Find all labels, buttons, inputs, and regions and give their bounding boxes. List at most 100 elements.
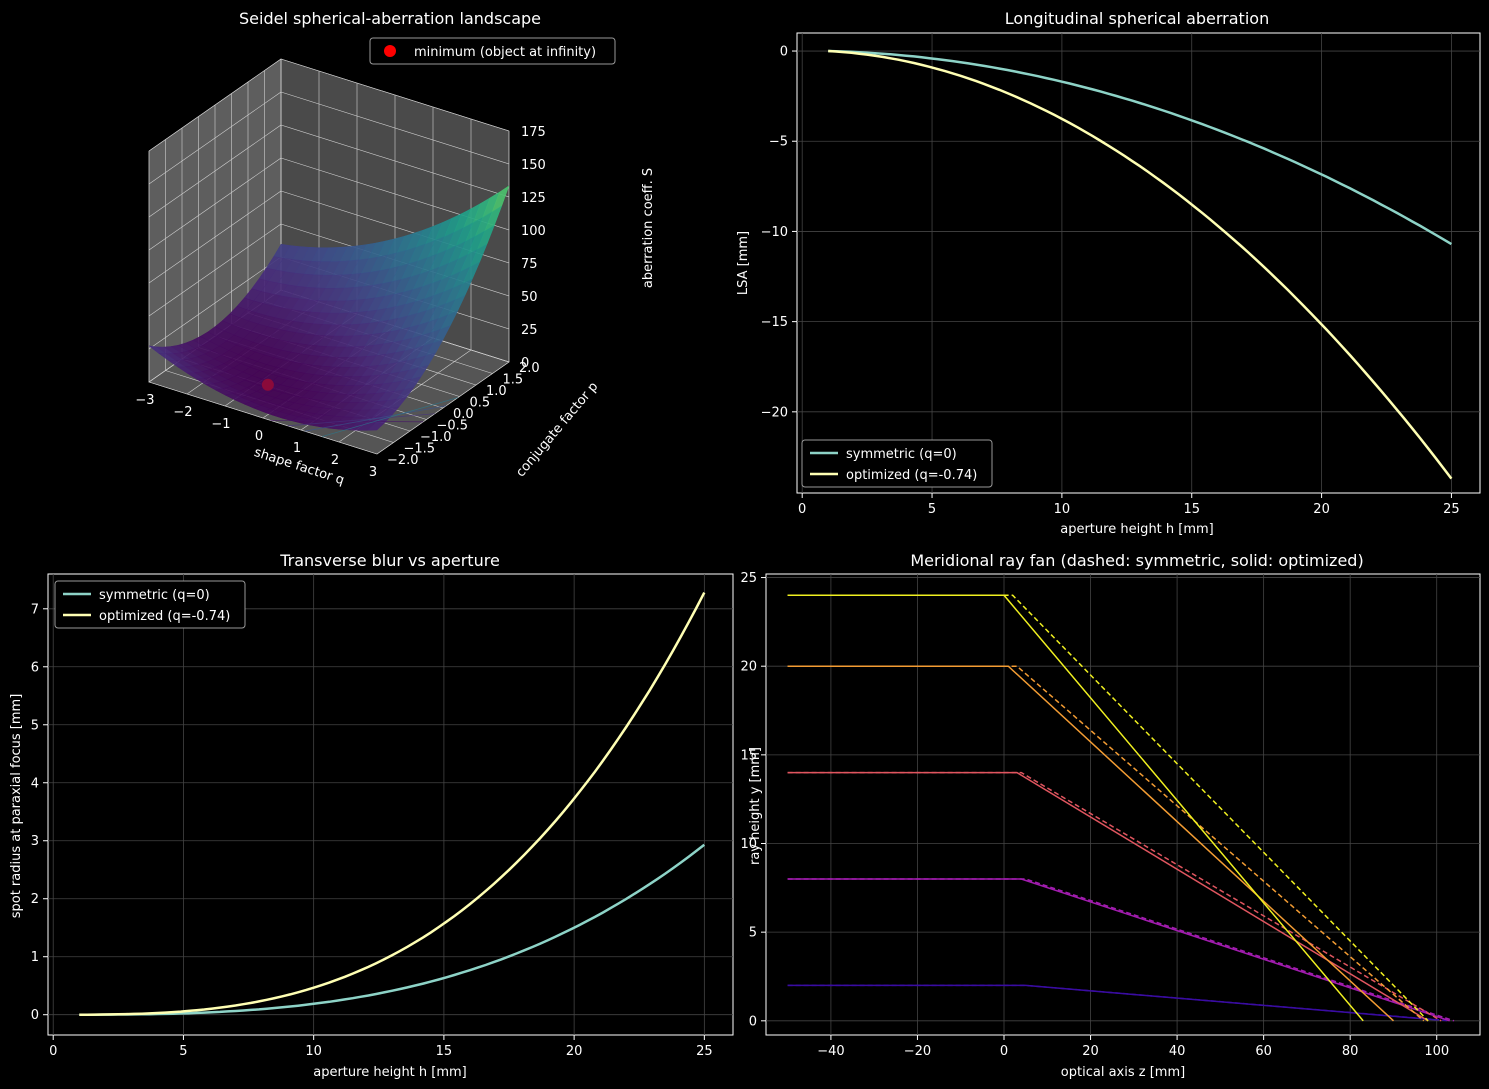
- surface-ytick-label: 2.0: [519, 361, 540, 376]
- lsa-ytick-label: −5: [769, 135, 788, 150]
- surface-ztick-label: 175: [521, 125, 546, 140]
- surface-ytick-label: 0.0: [453, 407, 474, 422]
- blur-legend-optimized: optimized (q=-0.74): [99, 609, 230, 624]
- ray-symmetric-y24: [787, 594, 1429, 1022]
- blur-xtick-label: 5: [179, 1044, 187, 1059]
- side-grid-z: [148, 157, 282, 251]
- blur-ytick-label: 2: [31, 892, 39, 907]
- rayfan-ytick-label: 25: [740, 571, 757, 586]
- lsa-xlabel: aperture height h [mm]: [1060, 522, 1214, 537]
- lsa-legend-frame: [801, 439, 993, 488]
- ray-symmetric-y8: [787, 878, 1455, 1022]
- ray-symmetric-y2: [787, 984, 1450, 1022]
- rayfan-xtick-label: −40: [817, 1044, 844, 1059]
- blur-ytick-label: 7: [31, 602, 39, 617]
- blur-line-optimized: [79, 592, 706, 1016]
- lsa-legend-optimized: optimized (q=-0.74): [846, 468, 977, 483]
- rayfan-xtick-label: 40: [1169, 1044, 1186, 1059]
- blur-xtick-label: 20: [566, 1044, 583, 1059]
- surface-zlabel: aberration coeff. S: [641, 168, 656, 288]
- lsa-axes-frame: [796, 32, 1481, 494]
- surface-ztick-label: 50: [521, 290, 538, 305]
- minimum-point-marker: [261, 378, 274, 391]
- blur-ylabel: spot radius at paraxial focus [mm]: [9, 694, 24, 919]
- ray-symmetric-y20: [787, 665, 1425, 1022]
- surface-contours: [270, 397, 458, 437]
- blur-ytick-label: 4: [31, 776, 39, 791]
- back-grid-z: [280, 58, 510, 132]
- lsa-ytick-label: −20: [761, 405, 788, 420]
- surface-ytick-label: −0.5: [437, 419, 469, 434]
- rayfan-ylabel: ray height y [mm]: [748, 747, 763, 865]
- blur-title: Transverse blur vs aperture: [279, 551, 500, 570]
- blur-ticks: 0 5 10 15 20 25 0 1 2 3 4 5 6 7: [31, 602, 713, 1059]
- side-grid-z: [148, 91, 282, 185]
- side-grid-z: [148, 124, 282, 218]
- rayfan-ytick-label: 20: [740, 660, 757, 675]
- surface-xtick-label: −1: [211, 417, 230, 432]
- rayfan-axes-frame: [765, 573, 1481, 1036]
- surface-panel: Seidel spherical-aberration landscape −3…: [135, 9, 656, 488]
- blur-legend: symmetric (q=0) optimized (q=-0.74): [54, 580, 246, 629]
- lsa-panel: Longitudinal spherical aberration 0 5 10 15…: [736, 9, 1481, 537]
- rayfan-xtick-label: 20: [1082, 1044, 1099, 1059]
- surface-ytick-label: 1.0: [486, 384, 507, 399]
- surface-ztick-label: 150: [521, 158, 546, 173]
- surface-xtick-label: −3: [135, 393, 154, 408]
- surface-ytick-label: 0.5: [470, 396, 491, 411]
- surface-ztick-label: 75: [521, 257, 538, 272]
- rayfan-xtick-label: 80: [1342, 1044, 1359, 1059]
- lsa-xtick-label: 20: [1313, 502, 1330, 517]
- surface-xtick-label: 3: [369, 465, 377, 480]
- blur-ytick-label: 5: [31, 718, 39, 733]
- side-grid-z: [148, 190, 282, 284]
- rayfan-panel: Meridional ray fan (dashed: symmetric, s…: [740, 551, 1481, 1080]
- lsa-series: [828, 49, 1453, 480]
- floor-contour-line: [304, 405, 447, 432]
- side-grid-z: [148, 58, 282, 152]
- blur-xtick-label: 15: [436, 1044, 453, 1059]
- surface-ytick-label: −1.0: [420, 430, 452, 445]
- surface-xtick-label: 1: [293, 441, 301, 456]
- side-grid-z: [148, 256, 282, 350]
- rayfan-ytick-label: 5: [749, 926, 757, 941]
- rayfan-ticks: −40 −20 0 20 40 60 80 100 0 5 10 15 20 25: [740, 571, 1449, 1059]
- surface-ytick-label: −1.5: [404, 442, 436, 457]
- rayfan-xtick-label: 100: [1424, 1044, 1449, 1059]
- rayfan-ytick-label: 10: [740, 837, 757, 852]
- lsa-xtick-label: 5: [928, 502, 936, 517]
- lsa-ytick-label: −10: [761, 225, 788, 240]
- blur-xlabel: aperture height h [mm]: [313, 1065, 467, 1080]
- lsa-line-optimized: [828, 49, 1453, 480]
- lsa-ylabel: LSA [mm]: [736, 231, 751, 295]
- lsa-title: Longitudinal spherical aberration: [1005, 9, 1269, 28]
- rayfan-grid: [766, 574, 1480, 1035]
- rayfan-ytick-label: 0: [749, 1014, 757, 1029]
- surface-mesh: [148, 185, 510, 431]
- lsa-xtick-label: 25: [1443, 502, 1460, 517]
- legend-minimum-marker: [384, 45, 396, 57]
- surface-xtick-label: 2: [331, 453, 339, 468]
- blur-panel: Transverse blur vs aperture 0 5 10 15 20 2501…: [9, 551, 734, 1080]
- blur-line-symmetric: [79, 843, 706, 1016]
- lsa-ytick-label: 0: [780, 45, 788, 60]
- surface-cell: [366, 422, 385, 431]
- surface-legend-label: minimum (object at infinity): [414, 45, 596, 60]
- surface-xtick-label: 0: [255, 429, 263, 444]
- surface-ztick-label: 100: [521, 224, 546, 239]
- rayfan-xlabel: optical axis z [mm]: [1061, 1065, 1185, 1080]
- surface-legend: minimum (object at infinity): [369, 37, 616, 65]
- blur-xtick-label: 25: [696, 1044, 713, 1059]
- lsa-xtick-label: 0: [798, 502, 806, 517]
- lsa-ytick-label: −15: [761, 315, 788, 330]
- floor-grid-p: [148, 381, 378, 455]
- blur-ytick-label: 1: [31, 950, 39, 965]
- blur-ytick-label: 0: [31, 1008, 39, 1023]
- surface-title: Seidel spherical-aberration landscape: [239, 9, 541, 28]
- rayfan-ytick-label: 15: [740, 748, 757, 763]
- blur-series: [79, 592, 706, 1016]
- blur-ytick-label: 6: [31, 660, 39, 675]
- blur-axes-frame: [47, 573, 734, 1036]
- back-grid-z: [280, 91, 510, 165]
